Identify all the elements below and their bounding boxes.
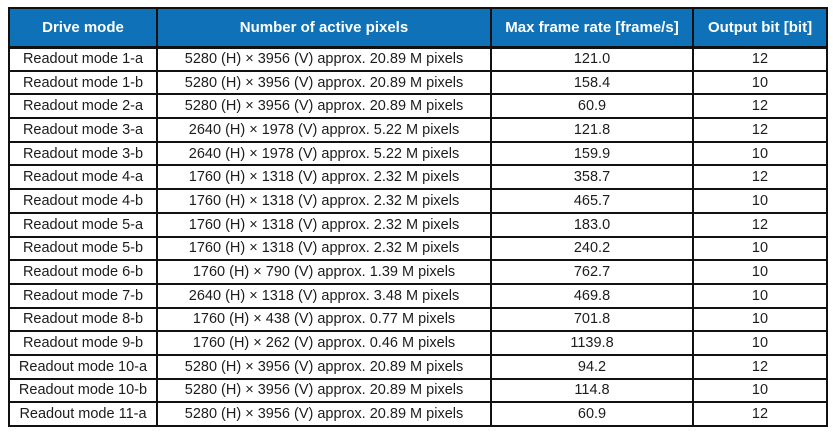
active-pixels-cell: 1760 (H) × 790 (V) approx. 1.39 M pixels [156,259,492,285]
output-bit-cell: 12 [692,117,828,143]
column-header-2: Number of active pixels [156,7,492,49]
output-bit-cell: 10 [692,330,828,356]
frame-rate-cell: 60.9 [490,401,694,427]
drive-mode-cell: Readout mode 1-a [8,46,158,72]
drive-mode-cell: Readout mode 8-b [8,306,158,333]
output-bit-cell: 12 [692,353,828,380]
table-row: Readout mode 5-a 1760 (H) × 1318 (V) appr… [8,211,828,238]
frame-rate-cell: 358.7 [490,164,694,191]
output-bit-cell: 10 [692,259,828,285]
drive-mode-cell: Readout mode 1-b [8,69,158,96]
active-pixels-cell: 1760 (H) × 1318 (V) approx. 2.32 M pixel… [156,188,492,214]
active-pixels-cell: 2640 (H) × 1978 (V) approx. 5.22 M pixel… [156,140,492,167]
table-row: Readout mode 6-b 1760 (H) × 790 (V) appro… [8,259,828,285]
frame-rate-cell: 158.4 [490,69,694,96]
column-header-4: Output bit [bit] [692,7,828,49]
table-head: Drive mode Number of active pixels Max fra… [8,7,828,49]
drive-mode-cell: Readout mode 3-b [8,140,158,167]
frame-rate-cell: 114.8 [490,377,694,404]
active-pixels-cell: 5280 (H) × 3956 (V) approx. 20.89 M pixe… [156,69,492,96]
column-header-1: Drive mode [8,7,158,49]
output-bit-cell: 12 [692,164,828,191]
frame-rate-cell: 183.0 [490,211,694,238]
output-bit-cell: 10 [692,69,828,96]
frame-rate-cell: 701.8 [490,306,694,333]
drive-mode-cell: Readout mode 5-a [8,211,158,238]
active-pixels-cell: 1760 (H) × 438 (V) approx. 0.77 M pixels [156,306,492,333]
table-body: Readout mode 1-a 5280 (H) × 3956 (V) appr… [8,46,828,427]
frame-rate-cell: 240.2 [490,235,694,262]
active-pixels-cell: 2640 (H) × 1978 (V) approx. 5.22 M pixel… [156,117,492,143]
output-bit-cell: 10 [692,306,828,333]
readout-modes-table-container: Drive mode Number of active pixels Max fra… [8,7,828,427]
drive-mode-cell: Readout mode 9-b [8,330,158,356]
active-pixels-cell: 5280 (H) × 3956 (V) approx. 20.89 M pixe… [156,353,492,380]
frame-rate-cell: 94.2 [490,353,694,380]
output-bit-cell: 12 [692,211,828,238]
table-row: Readout mode 9-b 1760 (H) × 262 (V) appro… [8,330,828,356]
drive-mode-cell: Readout mode 5-b [8,235,158,262]
active-pixels-cell: 5280 (H) × 3956 (V) approx. 20.89 M pixe… [156,46,492,72]
table-header-row: Drive mode Number of active pixels Max fra… [8,7,828,49]
output-bit-cell: 10 [692,140,828,167]
output-bit-cell: 12 [692,46,828,72]
drive-mode-cell: Readout mode 6-b [8,259,158,285]
table-row: Readout mode 10-b 5280 (H) × 3956 (V) app… [8,377,828,404]
table-row: Readout mode 8-b 1760 (H) × 438 (V) appro… [8,306,828,333]
table-row: Readout mode 4-b 1760 (H) × 1318 (V) appr… [8,188,828,214]
output-bit-cell: 10 [692,188,828,214]
active-pixels-cell: 1760 (H) × 1318 (V) approx. 2.32 M pixel… [156,211,492,238]
table-row: Readout mode 4-a 1760 (H) × 1318 (V) appr… [8,164,828,191]
active-pixels-cell: 2640 (H) × 1318 (V) approx. 3.48 M pixel… [156,282,492,309]
output-bit-cell: 12 [692,401,828,427]
frame-rate-cell: 60.9 [490,93,694,120]
table-row: Readout mode 3-b 2640 (H) × 1978 (V) appr… [8,140,828,167]
active-pixels-cell: 1760 (H) × 1318 (V) approx. 2.32 M pixel… [156,235,492,262]
frame-rate-cell: 465.7 [490,188,694,214]
table-row: Readout mode 3-a 2640 (H) × 1978 (V) appr… [8,117,828,143]
table-row: Readout mode 7-b 2640 (H) × 1318 (V) appr… [8,282,828,309]
frame-rate-cell: 121.0 [490,46,694,72]
table-row: Readout mode 1-b 5280 (H) × 3956 (V) appr… [8,69,828,96]
drive-mode-cell: Readout mode 3-a [8,117,158,143]
table-row: Readout mode 1-a 5280 (H) × 3956 (V) appr… [8,46,828,72]
active-pixels-cell: 5280 (H) × 3956 (V) approx. 20.89 M pixe… [156,377,492,404]
active-pixels-cell: 1760 (H) × 1318 (V) approx. 2.32 M pixel… [156,164,492,191]
table-row: Readout mode 2-a 5280 (H) × 3956 (V) appr… [8,93,828,120]
drive-mode-cell: Readout mode 10-b [8,377,158,404]
output-bit-cell: 10 [692,282,828,309]
output-bit-cell: 10 [692,377,828,404]
frame-rate-cell: 762.7 [490,259,694,285]
active-pixels-cell: 5280 (H) × 3956 (V) approx. 20.89 M pixe… [156,401,492,427]
drive-mode-cell: Readout mode 2-a [8,93,158,120]
frame-rate-cell: 121.8 [490,117,694,143]
table-row: Readout mode 10-a 5280 (H) × 3956 (V) app… [8,353,828,380]
readout-modes-table: Drive mode Number of active pixels Max fra… [8,7,828,427]
drive-mode-cell: Readout mode 10-a [8,353,158,380]
table-row: Readout mode 11-a 5280 (H) × 3956 (V) app… [8,401,828,427]
active-pixels-cell: 5280 (H) × 3956 (V) approx. 20.89 M pixe… [156,93,492,120]
drive-mode-cell: Readout mode 4-a [8,164,158,191]
table-row: Readout mode 5-b 1760 (H) × 1318 (V) appr… [8,235,828,262]
drive-mode-cell: Readout mode 4-b [8,188,158,214]
output-bit-cell: 12 [692,93,828,120]
active-pixels-cell: 1760 (H) × 262 (V) approx. 0.46 M pixels [156,330,492,356]
column-header-3: Max frame rate [frame/s] [490,7,694,49]
output-bit-cell: 10 [692,235,828,262]
frame-rate-cell: 469.8 [490,282,694,309]
drive-mode-cell: Readout mode 7-b [8,282,158,309]
frame-rate-cell: 1139.8 [490,330,694,356]
drive-mode-cell: Readout mode 11-a [8,401,158,427]
frame-rate-cell: 159.9 [490,140,694,167]
